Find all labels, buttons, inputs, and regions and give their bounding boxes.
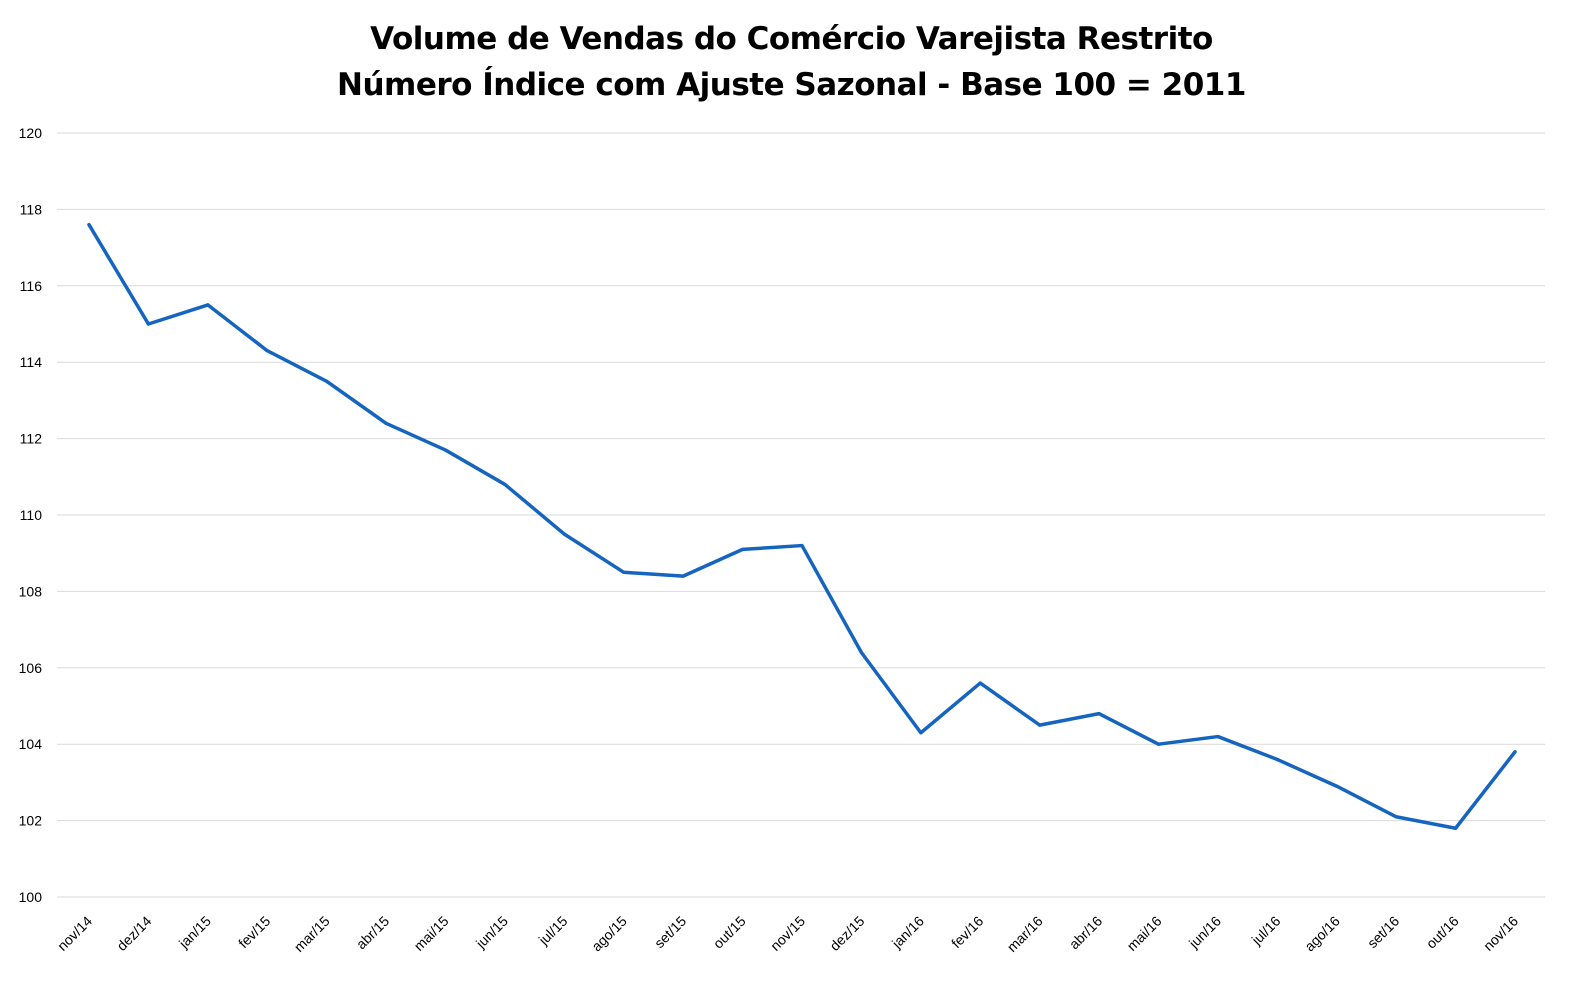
y-tick-label: 116 bbox=[20, 278, 43, 294]
data-point bbox=[325, 379, 329, 383]
series-layer bbox=[87, 222, 1517, 830]
data-point bbox=[1097, 712, 1101, 716]
chart-subtitle: Número Índice com Ajuste Sazonal - Base … bbox=[337, 67, 1246, 103]
data-point bbox=[265, 349, 269, 353]
x-tick-label: mar/15 bbox=[291, 913, 333, 955]
y-tick-label: 100 bbox=[19, 889, 43, 905]
data-point bbox=[1156, 742, 1161, 746]
data-point bbox=[1216, 734, 1220, 739]
x-tick-label: out/15 bbox=[710, 913, 749, 952]
data-point bbox=[1038, 723, 1042, 727]
data-point bbox=[740, 547, 745, 551]
x-tick-label: jun/15 bbox=[472, 913, 511, 952]
x-tick-label: out/16 bbox=[1423, 913, 1462, 952]
x-tick-label: nov/16 bbox=[1480, 913, 1521, 954]
y-tick-label: 120 bbox=[19, 125, 43, 141]
series-line bbox=[87, 222, 1517, 830]
x-tick-label: ago/16 bbox=[1301, 913, 1343, 955]
data-point bbox=[978, 681, 982, 685]
data-point bbox=[1394, 815, 1398, 819]
y-tick-label: 106 bbox=[19, 660, 43, 676]
x-axis-tick-labels: nov/14 dez/14 jan/15 fev/15 mar/15 abr/15 mai/… bbox=[54, 913, 1521, 955]
x-tick-label: mar/16 bbox=[1004, 913, 1046, 955]
x-tick-label: jul/15 bbox=[535, 913, 571, 949]
chart-title: Volume de Vendas do Comércio Varejista R… bbox=[370, 21, 1213, 57]
x-tick-label: dez/14 bbox=[113, 913, 154, 954]
x-tick-label: mai/16 bbox=[1124, 913, 1165, 954]
y-tick-label: 108 bbox=[19, 583, 43, 599]
data-point bbox=[1453, 826, 1458, 830]
data-point bbox=[1275, 757, 1279, 762]
x-tick-label: jun/16 bbox=[1185, 913, 1224, 952]
x-tick-label: ago/15 bbox=[588, 913, 630, 955]
data-point bbox=[622, 570, 626, 574]
data-point bbox=[1335, 784, 1339, 788]
x-tick-label: abr/15 bbox=[353, 913, 393, 953]
x-tick-label: nov/14 bbox=[54, 913, 95, 954]
x-tick-label: jan/15 bbox=[175, 913, 214, 952]
x-tick-label: jul/16 bbox=[1248, 913, 1284, 949]
data-point bbox=[87, 223, 91, 227]
y-axis-tick-labels: 100 102 104 106 108 110 112 114 116 118 120 bbox=[19, 125, 43, 905]
gridlines bbox=[57, 132, 1545, 898]
y-tick-label: 114 bbox=[20, 354, 43, 370]
x-tick-label: jan/16 bbox=[888, 913, 927, 952]
y-tick-label: 118 bbox=[20, 201, 43, 217]
data-point bbox=[562, 532, 566, 536]
x-tick-label: set/16 bbox=[1364, 913, 1402, 951]
data-point bbox=[681, 574, 685, 578]
x-tick-label: mai/15 bbox=[411, 913, 452, 954]
data-point bbox=[1513, 750, 1517, 754]
data-point bbox=[800, 543, 804, 548]
x-tick-label: dez/15 bbox=[826, 913, 867, 954]
x-tick-label: nov/15 bbox=[767, 913, 808, 954]
y-tick-label: 112 bbox=[20, 431, 43, 447]
y-tick-label: 104 bbox=[19, 736, 43, 752]
data-point bbox=[146, 322, 151, 326]
x-tick-label: fev/15 bbox=[235, 913, 273, 951]
data-point bbox=[919, 731, 923, 735]
x-tick-label: abr/16 bbox=[1066, 913, 1106, 953]
data-point bbox=[859, 650, 864, 655]
x-tick-label: fev/16 bbox=[948, 913, 986, 951]
data-point bbox=[206, 303, 210, 307]
data-point bbox=[503, 482, 507, 487]
y-tick-label: 102 bbox=[19, 813, 43, 829]
data-point bbox=[443, 448, 448, 452]
y-tick-label: 110 bbox=[20, 507, 43, 523]
x-tick-label: set/15 bbox=[651, 913, 689, 951]
data-point bbox=[384, 421, 388, 425]
